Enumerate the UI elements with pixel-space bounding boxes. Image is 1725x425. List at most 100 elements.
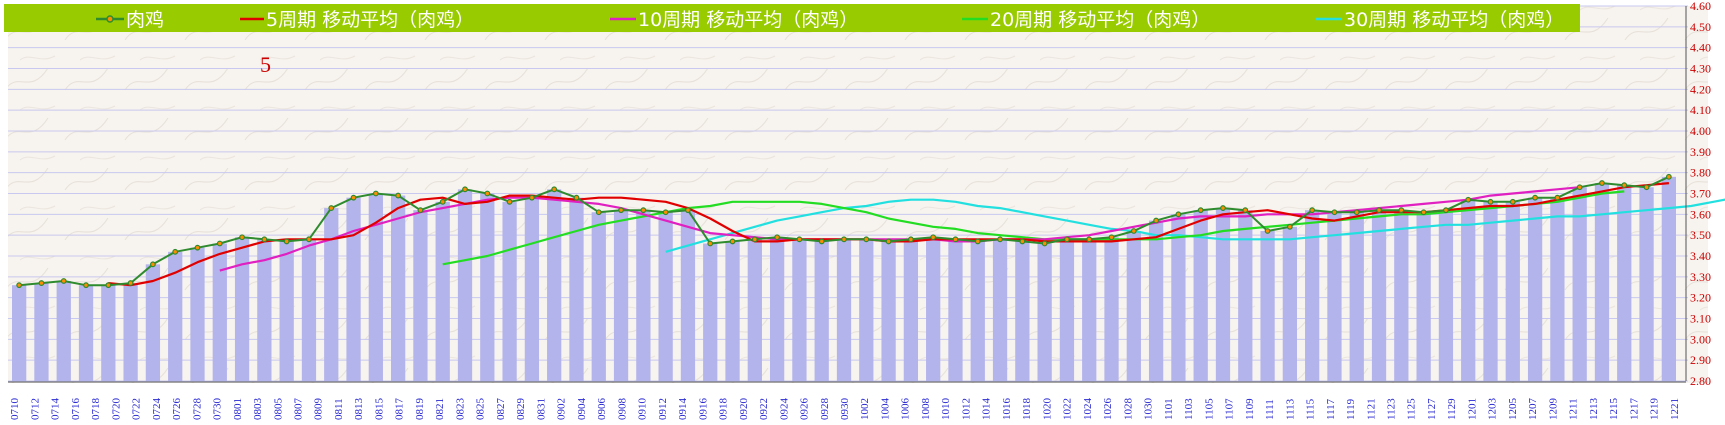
price-bar <box>1171 214 1186 381</box>
data-point <box>1086 236 1093 243</box>
price-bar <box>747 239 762 381</box>
data-point <box>462 186 468 193</box>
price-bar <box>1438 210 1454 381</box>
legend-label-series-1: 肉鸡 <box>126 9 164 31</box>
data-point <box>930 234 937 241</box>
price-bar <box>569 197 584 381</box>
data-point <box>1242 207 1249 214</box>
price-bar <box>1059 239 1075 381</box>
x-tick-label: 1203 <box>1487 398 1499 421</box>
y-tick-label: 3.50 <box>1690 228 1711 242</box>
data-point <box>1509 198 1516 205</box>
x-tick-label: 1205 <box>1507 398 1519 421</box>
x-tick-label: 0714 <box>50 398 62 421</box>
price-bar <box>547 189 562 381</box>
y-tick-label: 4.30 <box>1690 62 1711 76</box>
data-point <box>1599 180 1605 186</box>
price-bar <box>101 285 116 381</box>
price-bar <box>792 239 807 381</box>
price-bar <box>1371 210 1387 381</box>
x-tick-label: 1014 <box>981 398 993 421</box>
legend-item-ma20: 20周期 移动平均（肉鸡） <box>962 9 1210 31</box>
y-tick-label: 2.80 <box>1690 374 1711 388</box>
data-point <box>127 280 134 286</box>
x-tick-label: 0730 <box>212 398 224 421</box>
x-tick-label: 1219 <box>1649 398 1661 421</box>
data-point <box>595 209 602 216</box>
price-bar <box>1483 201 1498 381</box>
x-tick-label: 0815 <box>373 398 385 421</box>
data-point <box>194 244 201 251</box>
y-tick-label: 4.10 <box>1690 103 1711 117</box>
x-tick-label: 1010 <box>940 398 952 421</box>
data-point <box>1220 205 1226 211</box>
data-point <box>1130 228 1137 234</box>
data-point <box>1331 209 1338 216</box>
data-point <box>774 234 781 241</box>
data-point <box>439 198 446 205</box>
data-point <box>863 236 870 243</box>
data-point <box>551 186 558 193</box>
price-bar <box>190 247 205 381</box>
price-bar <box>658 212 673 381</box>
y-tick-label: 3.10 <box>1690 312 1711 326</box>
price-bar <box>881 241 896 381</box>
data-point <box>1041 240 1048 247</box>
data-point <box>1153 217 1160 224</box>
x-tick-label: 0904 <box>576 398 588 421</box>
data-point <box>1019 238 1026 245</box>
data-point <box>216 240 223 247</box>
price-bar <box>324 208 339 381</box>
data-point <box>38 280 45 286</box>
data-point <box>1108 234 1115 241</box>
data-point <box>662 209 669 216</box>
data-point <box>1420 209 1427 216</box>
x-tick-label: 1127 <box>1426 398 1438 420</box>
data-point <box>506 198 513 205</box>
x-tick-label: 0718 <box>90 398 102 421</box>
price-bar <box>78 285 94 381</box>
x-tick-label: 1103 <box>1183 398 1195 420</box>
price-bar <box>1215 208 1231 381</box>
x-tick-label: 1022 <box>1062 398 1074 420</box>
legend-label-series-5: 30周期 移动平均（肉鸡） <box>1344 9 1564 31</box>
x-tick-label: 0710 <box>9 398 21 421</box>
x-tick-label: 0801 <box>232 398 244 420</box>
data-point <box>818 238 825 245</box>
x-tick-label: 1012 <box>960 398 972 420</box>
x-tick-label: 1008 <box>920 398 932 421</box>
legend-item-ma5: 5周期 移动平均（肉鸡） <box>240 9 474 31</box>
data-point <box>1621 182 1628 189</box>
x-tick-label: 0823 <box>454 398 466 421</box>
x-tick-label: 0726 <box>171 398 183 421</box>
data-point <box>907 236 914 243</box>
price-bar <box>1639 187 1654 381</box>
price-bar <box>1349 212 1364 381</box>
x-tick-label: 1201 <box>1466 398 1478 420</box>
x-tick-label: 0809 <box>313 398 325 421</box>
price-bar <box>168 251 183 381</box>
x-tick-label: 0811 <box>333 398 345 420</box>
price-bar <box>56 281 71 381</box>
data-point <box>1576 184 1583 191</box>
data-point <box>239 234 245 241</box>
price-bar <box>34 283 49 381</box>
data-point <box>16 282 23 289</box>
y-tick-label: 4.20 <box>1690 82 1711 96</box>
price-bar <box>346 197 361 381</box>
x-tick-label: 0728 <box>191 398 203 421</box>
data-point <box>729 238 736 245</box>
price-bar <box>1394 210 1409 381</box>
x-tick-label: 1209 <box>1547 398 1559 421</box>
data-point <box>1665 173 1672 180</box>
x-tick-label: 0922 <box>758 398 770 420</box>
price-bar <box>457 189 473 381</box>
x-tick-label: 1030 <box>1143 398 1155 421</box>
x-tick-label: 1217 <box>1628 398 1640 421</box>
data-point <box>1286 223 1293 230</box>
x-tick-label: 0803 <box>252 398 264 421</box>
price-bar <box>1572 187 1587 381</box>
y-tick-label: 4.60 <box>1690 0 1711 13</box>
x-tick-label: 0902 <box>556 398 568 420</box>
